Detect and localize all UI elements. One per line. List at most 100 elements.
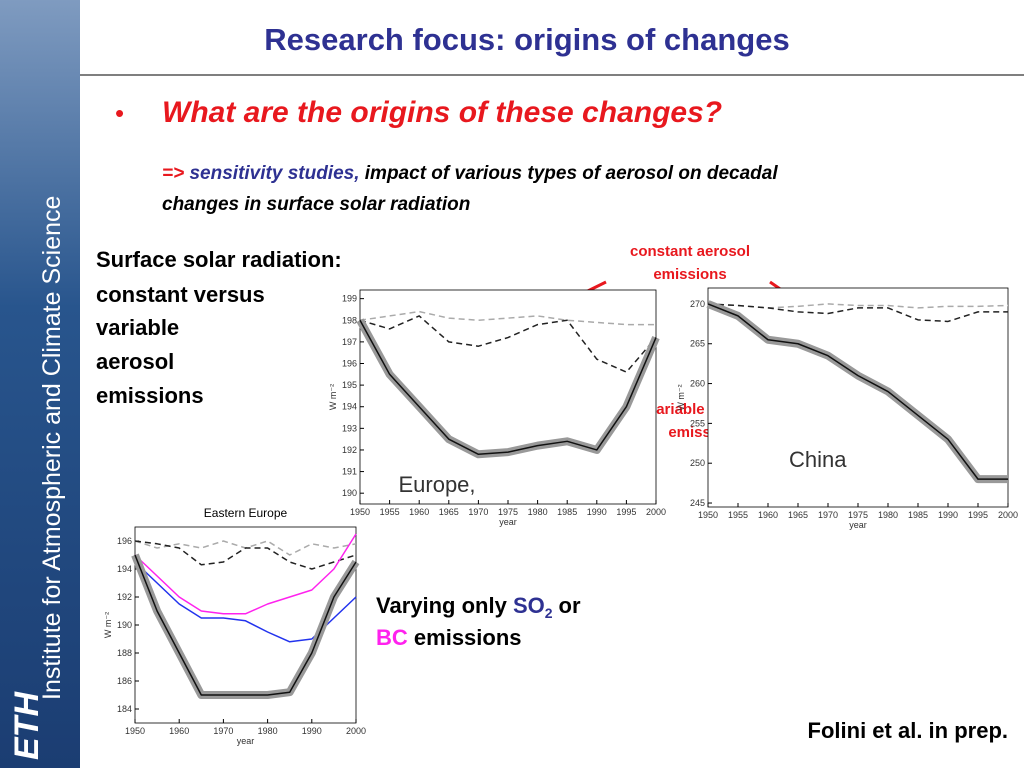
left-text: Surface solar radiation: <box>96 247 342 272</box>
left-text: variable <box>96 315 179 340</box>
x-tick-label: 1965 <box>439 507 459 517</box>
arrow-text: => <box>162 163 184 184</box>
x-tick-label: 1985 <box>557 507 577 517</box>
x-tick-label: 1960 <box>409 507 429 517</box>
series-line <box>134 533 357 615</box>
x-tick-label: 1970 <box>468 507 488 517</box>
x-tick-label: 1995 <box>968 510 988 520</box>
series-line <box>359 315 657 373</box>
bullet-dot: • <box>115 98 124 128</box>
plot-frame <box>707 287 1009 508</box>
y-axis-label: W m⁻² <box>103 612 113 638</box>
x-tick-label: 1950 <box>350 507 370 517</box>
left-text: emissions <box>96 383 204 408</box>
x-tick-label: 1965 <box>788 510 808 520</box>
text: impact of various types of aerosol on de… <box>365 163 779 184</box>
y-tick-label: 196 <box>117 536 132 546</box>
chart-title: Eastern Europe <box>204 506 288 520</box>
text: emissions <box>414 625 522 650</box>
y-tick-label: 184 <box>117 704 132 714</box>
y-tick-label: 194 <box>342 402 357 412</box>
x-tick-label: 1990 <box>938 510 958 520</box>
y-tick-label: 190 <box>342 488 357 498</box>
x-tick-label: 1970 <box>818 510 838 520</box>
y-tick-label: 199 <box>342 294 357 304</box>
x-tick-label: 1980 <box>258 726 278 736</box>
x-tick-label: 1975 <box>848 510 868 520</box>
bullet: What are the origins of these changes? <box>162 96 722 129</box>
x-tick-label: 1970 <box>213 726 233 736</box>
x-tick-label: 1955 <box>380 507 400 517</box>
y-tick-label: 195 <box>342 380 357 390</box>
y-tick-label: 192 <box>117 592 132 602</box>
y-tick-label: 270 <box>690 299 705 309</box>
highlight: sensitivity studies, <box>189 163 359 184</box>
y-tick-label: 255 <box>690 418 705 428</box>
y-tick-label: 193 <box>342 423 357 433</box>
left-text: aerosol <box>96 349 174 374</box>
citation: Folini et al. in prep. <box>808 718 1008 743</box>
x-axis-label: year <box>849 520 867 530</box>
series-line <box>134 554 357 696</box>
x-tick-label: 1960 <box>169 726 189 736</box>
x-tick-label: 2000 <box>998 510 1018 520</box>
y-tick-label: 186 <box>117 676 132 686</box>
y-axis-label: W m⁻² <box>328 384 338 410</box>
x-tick-label: 1995 <box>616 507 636 517</box>
caption: Varying only SO2 or <box>376 593 581 621</box>
x-tick-label: 1950 <box>125 726 145 736</box>
y-tick-label: 197 <box>342 337 357 347</box>
y-tick-label: 192 <box>342 445 357 455</box>
x-tick-label: 1975 <box>498 507 518 517</box>
y-tick-label: 250 <box>690 458 705 468</box>
x-tick-label: 1960 <box>758 510 778 520</box>
x-tick-label: 1990 <box>587 507 607 517</box>
text: or <box>559 593 581 618</box>
chart: 190 191 192 193 194 195 196 197 198 199 1950 1955 19… <box>328 289 666 527</box>
y-tick-label: 245 <box>690 498 705 508</box>
x-tick-label: 2000 <box>646 507 666 517</box>
y-tick-label: 198 <box>342 315 357 325</box>
chart-label: China <box>789 447 847 472</box>
x-tick-label: 2000 <box>346 726 366 736</box>
title: Research focus: origins of changes <box>264 22 789 57</box>
x-tick-label: 1985 <box>908 510 928 520</box>
x-tick-label: 1955 <box>728 510 748 520</box>
caption: BC emissions <box>376 625 522 650</box>
series-line <box>707 303 1008 480</box>
sidebar <box>0 0 80 768</box>
x-tick-label: 1950 <box>698 510 718 520</box>
y-tick-label: 188 <box>117 648 132 658</box>
left-text: constant versus <box>96 282 265 307</box>
annotation: emissions <box>653 266 726 283</box>
chart-label: Europe, <box>398 472 475 497</box>
bc: BC <box>376 625 408 650</box>
subtext: => sensitivity studies, impact of variou… <box>162 163 778 184</box>
x-tick-label: 1980 <box>878 510 898 520</box>
charts: 190 191 192 193 194 195 196 197 198 199 1950 1955 19… <box>103 287 1018 746</box>
y-tick-label: 260 <box>690 379 705 389</box>
y-tick-label: 191 <box>342 467 357 477</box>
x-tick-label: 1980 <box>528 507 548 517</box>
series-line <box>359 319 657 456</box>
chart: 184 186 188 190 192 194 196 1950 1960 1970 1980 199… <box>103 506 366 746</box>
text: Varying only <box>376 593 508 618</box>
y-tick-label: 265 <box>690 339 705 349</box>
sidebar-text: Institute for Atmospheric and Climate Sc… <box>38 196 66 700</box>
y-axis-label: W m⁻² <box>676 384 686 410</box>
annotation: constant aerosol <box>630 243 750 260</box>
chart: 245 250 255 260 265 270 1950 1955 1960 1965 1970 19… <box>676 287 1018 530</box>
x-tick-label: 1990 <box>302 726 322 736</box>
series-line <box>707 303 1008 323</box>
x-axis-label: year <box>237 736 255 746</box>
so-sub: 2 <box>545 605 553 621</box>
subtext: changes in surface solar radiation <box>162 194 470 215</box>
y-tick-label: 196 <box>342 358 357 368</box>
y-tick-label: 194 <box>117 564 132 574</box>
y-tick-label: 190 <box>117 620 132 630</box>
logo: ETH <box>8 691 46 760</box>
so: SO <box>513 593 545 618</box>
x-axis-label: year <box>499 517 517 527</box>
series-line <box>134 540 357 570</box>
